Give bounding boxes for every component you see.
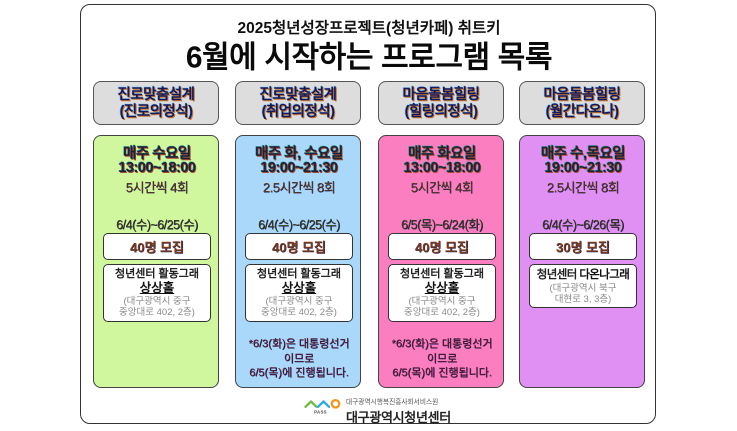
svg-text:PASS: PASS (314, 409, 327, 414)
